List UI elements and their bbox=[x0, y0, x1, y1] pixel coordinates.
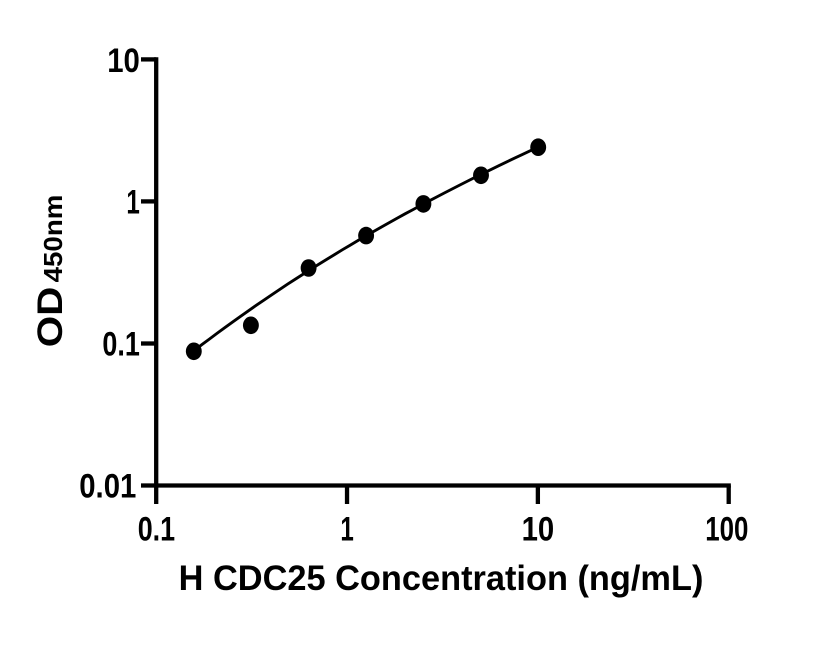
svg-text:OD: OD bbox=[31, 287, 70, 348]
svg-text:10: 10 bbox=[522, 509, 555, 548]
svg-text:1: 1 bbox=[340, 510, 353, 548]
svg-text:H CDC25 Concentration (ng/mL): H CDC25 Concentration (ng/mL) bbox=[179, 559, 704, 599]
svg-text:10: 10 bbox=[107, 41, 140, 80]
svg-text:1: 1 bbox=[126, 183, 139, 221]
svg-text:100: 100 bbox=[705, 510, 748, 548]
svg-text:0.1: 0.1 bbox=[102, 324, 139, 363]
svg-text:0.1: 0.1 bbox=[138, 509, 175, 548]
svg-text:450nm: 450nm bbox=[39, 195, 68, 283]
svg-text:0.01: 0.01 bbox=[79, 466, 136, 505]
